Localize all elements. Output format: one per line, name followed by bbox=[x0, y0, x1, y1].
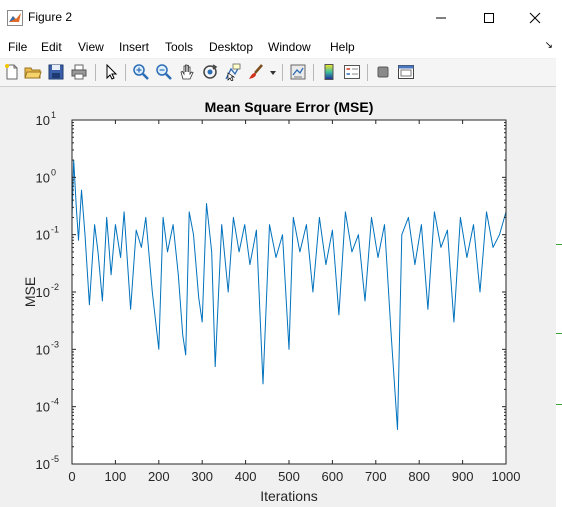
hide-plot-tools-icon[interactable] bbox=[374, 63, 392, 81]
menu-help[interactable]: Help bbox=[330, 40, 355, 54]
y-tick-exponent: -2 bbox=[51, 282, 59, 292]
y-tick-label: 10 bbox=[36, 113, 50, 128]
toolbar-separator bbox=[125, 64, 126, 81]
y-tick-exponent: -4 bbox=[51, 397, 59, 407]
colorbar-icon[interactable] bbox=[320, 63, 338, 81]
pan-hand-icon[interactable] bbox=[178, 63, 196, 81]
chart-title: Mean Square Error (MSE) bbox=[205, 99, 374, 115]
menu-tools[interactable]: Tools bbox=[165, 40, 194, 54]
link-plot-icon[interactable] bbox=[289, 63, 307, 81]
y-axis-label: MSE bbox=[22, 277, 38, 307]
minimize-icon bbox=[436, 17, 446, 19]
x-tick-label: 100 bbox=[105, 469, 127, 484]
new-figure-icon[interactable] bbox=[3, 63, 21, 81]
y-tick-exponent: -3 bbox=[51, 339, 59, 349]
menu-desktop[interactable]: Desktop bbox=[209, 40, 254, 54]
legend-icon[interactable] bbox=[343, 63, 361, 81]
show-plot-tools-icon[interactable] bbox=[397, 63, 415, 81]
y-tick-label: 10 bbox=[36, 400, 50, 415]
x-tick-label: 400 bbox=[235, 469, 257, 484]
mse-series-line bbox=[71, 159, 507, 430]
title-bar: Figure 2 bbox=[0, 0, 556, 36]
menu-bar: File Edit View Insert Tools Desktop Wind… bbox=[0, 36, 556, 58]
y-tick-label: 10 bbox=[36, 457, 50, 472]
x-tick-label: 300 bbox=[191, 469, 213, 484]
window-title: Figure 2 bbox=[28, 10, 73, 24]
y-tick-label: 10 bbox=[36, 228, 50, 243]
maximize-button[interactable] bbox=[466, 0, 512, 36]
close-button[interactable] bbox=[512, 0, 558, 36]
close-icon bbox=[529, 12, 541, 24]
plot-area bbox=[72, 120, 506, 464]
x-tick-label: 700 bbox=[365, 469, 387, 484]
x-tick-label: 1000 bbox=[492, 469, 521, 484]
x-tick-label: 0 bbox=[68, 469, 75, 484]
zoom-out-icon[interactable] bbox=[155, 63, 173, 81]
data-cursor-icon[interactable] bbox=[224, 63, 242, 81]
x-axis-label: Iterations bbox=[260, 488, 318, 504]
figure-toolbar bbox=[0, 59, 556, 87]
zoom-in-icon[interactable] bbox=[132, 63, 150, 81]
x-tick-label: 500 bbox=[278, 469, 300, 484]
background-marker bbox=[556, 333, 562, 334]
mse-plot[interactable]: Mean Square Error (MSE) 0 100 200 300 400 500… bbox=[0, 87, 556, 507]
menu-insert[interactable]: Insert bbox=[119, 40, 150, 54]
toolbar-separator bbox=[95, 64, 96, 81]
menu-window[interactable]: Window bbox=[268, 40, 311, 54]
x-tick-label: 800 bbox=[408, 469, 430, 484]
dock-arrow-icon[interactable]: ↘ bbox=[544, 40, 553, 51]
brush-dropdown-icon[interactable] bbox=[269, 63, 277, 81]
x-tick-label: 600 bbox=[322, 469, 344, 484]
print-icon[interactable] bbox=[70, 63, 88, 81]
rotate-3d-icon[interactable] bbox=[201, 63, 219, 81]
menu-edit[interactable]: Edit bbox=[41, 40, 62, 54]
save-icon[interactable] bbox=[47, 63, 65, 81]
minimize-button[interactable] bbox=[418, 0, 464, 36]
y-tick-label: 10 bbox=[36, 170, 50, 185]
x-tick-label: 200 bbox=[148, 469, 170, 484]
open-file-icon[interactable] bbox=[24, 63, 42, 81]
pointer-icon[interactable] bbox=[102, 63, 120, 81]
y-tick-exponent: 0 bbox=[51, 167, 56, 177]
y-tick-exponent: -1 bbox=[51, 225, 59, 235]
x-axis: 0 100 200 300 400 500 600 700 800 900 1000 bbox=[68, 120, 520, 484]
toolbar-separator bbox=[282, 64, 283, 81]
y-tick-label: 10 bbox=[36, 285, 50, 300]
toolbar-separator bbox=[313, 64, 314, 81]
background-marker bbox=[556, 244, 562, 245]
x-tick-label: 900 bbox=[452, 469, 474, 484]
y-tick-exponent: 1 bbox=[51, 110, 56, 120]
series-layer bbox=[71, 159, 507, 430]
brush-icon[interactable] bbox=[247, 63, 265, 81]
toolbar-separator bbox=[367, 64, 368, 81]
menu-view[interactable]: View bbox=[78, 40, 104, 54]
matlab-logo-icon bbox=[7, 10, 23, 26]
background-marker bbox=[556, 404, 562, 405]
y-tick-exponent: -5 bbox=[51, 454, 59, 464]
menu-file[interactable]: File bbox=[8, 40, 28, 54]
y-tick-label: 10 bbox=[36, 342, 50, 357]
background-window-edge bbox=[556, 0, 562, 507]
maximize-icon bbox=[484, 13, 494, 23]
